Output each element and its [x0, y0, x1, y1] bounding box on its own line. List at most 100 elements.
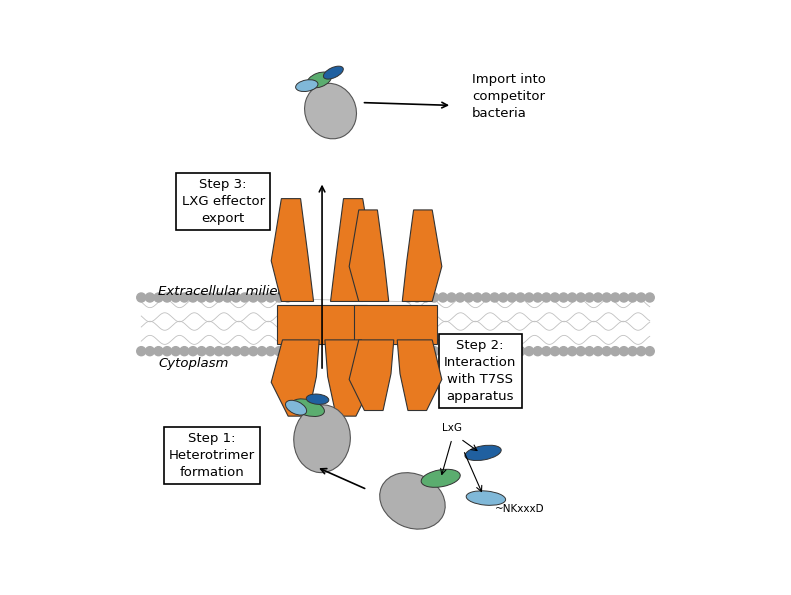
- Circle shape: [473, 293, 482, 302]
- Circle shape: [240, 347, 249, 356]
- Circle shape: [274, 293, 284, 302]
- Ellipse shape: [324, 66, 343, 79]
- Polygon shape: [403, 210, 442, 302]
- Circle shape: [645, 347, 654, 356]
- Circle shape: [137, 293, 146, 302]
- Circle shape: [645, 293, 654, 302]
- Circle shape: [593, 293, 603, 302]
- Circle shape: [232, 347, 240, 356]
- Polygon shape: [349, 210, 388, 302]
- Circle shape: [447, 293, 456, 302]
- Circle shape: [283, 293, 293, 302]
- Ellipse shape: [286, 400, 307, 415]
- Circle shape: [542, 293, 551, 302]
- Circle shape: [507, 293, 517, 302]
- Circle shape: [163, 347, 172, 356]
- Circle shape: [232, 293, 240, 302]
- Polygon shape: [397, 340, 442, 411]
- Circle shape: [154, 347, 163, 356]
- Circle shape: [559, 347, 568, 356]
- Ellipse shape: [465, 445, 501, 461]
- Circle shape: [404, 293, 413, 302]
- Polygon shape: [271, 340, 320, 416]
- Circle shape: [223, 293, 232, 302]
- Circle shape: [171, 347, 180, 356]
- Circle shape: [249, 347, 258, 356]
- Circle shape: [490, 347, 499, 356]
- Circle shape: [447, 347, 456, 356]
- Circle shape: [456, 293, 464, 302]
- Ellipse shape: [380, 472, 445, 529]
- Circle shape: [577, 347, 585, 356]
- Circle shape: [214, 347, 223, 356]
- Circle shape: [180, 293, 189, 302]
- Text: ~NKxxxD: ~NKxxxD: [494, 505, 544, 514]
- Circle shape: [146, 347, 154, 356]
- Polygon shape: [325, 340, 373, 416]
- Text: Step 1:
Heterotrimer
formation: Step 1: Heterotrimer formation: [168, 432, 255, 479]
- Polygon shape: [349, 340, 394, 411]
- Circle shape: [490, 293, 499, 302]
- Circle shape: [602, 347, 611, 356]
- Circle shape: [274, 347, 284, 356]
- Circle shape: [146, 293, 154, 302]
- Ellipse shape: [466, 491, 505, 505]
- Text: Cytoplasm: Cytoplasm: [158, 357, 229, 370]
- Circle shape: [637, 293, 645, 302]
- Circle shape: [438, 347, 448, 356]
- Circle shape: [197, 347, 206, 356]
- Circle shape: [619, 347, 628, 356]
- Ellipse shape: [307, 72, 331, 88]
- Circle shape: [163, 293, 172, 302]
- Circle shape: [413, 347, 422, 356]
- Circle shape: [214, 293, 223, 302]
- Polygon shape: [271, 199, 313, 302]
- Circle shape: [498, 347, 508, 356]
- Circle shape: [482, 347, 490, 356]
- Circle shape: [137, 347, 146, 356]
- Ellipse shape: [296, 80, 318, 92]
- Circle shape: [585, 347, 594, 356]
- Circle shape: [533, 293, 542, 302]
- Circle shape: [154, 293, 163, 302]
- Text: LxG: LxG: [442, 423, 462, 433]
- Circle shape: [206, 347, 214, 356]
- Ellipse shape: [293, 405, 350, 472]
- Circle shape: [421, 347, 430, 356]
- Circle shape: [593, 347, 603, 356]
- Circle shape: [637, 347, 645, 356]
- Circle shape: [249, 293, 258, 302]
- Circle shape: [456, 347, 464, 356]
- Circle shape: [551, 293, 559, 302]
- Circle shape: [171, 293, 180, 302]
- Polygon shape: [331, 199, 373, 302]
- Circle shape: [257, 293, 267, 302]
- Bar: [354, 305, 437, 344]
- Text: Extracellular milieu: Extracellular milieu: [158, 284, 286, 298]
- Circle shape: [568, 347, 577, 356]
- Ellipse shape: [306, 394, 329, 405]
- Circle shape: [611, 347, 620, 356]
- Bar: [277, 305, 367, 344]
- Text: Step 2:
Interaction
with T7SS
apparatus: Step 2: Interaction with T7SS apparatus: [444, 339, 517, 403]
- Circle shape: [559, 293, 568, 302]
- Circle shape: [577, 293, 585, 302]
- Circle shape: [464, 293, 473, 302]
- Circle shape: [482, 293, 490, 302]
- Circle shape: [180, 347, 189, 356]
- Circle shape: [197, 293, 206, 302]
- Circle shape: [542, 347, 551, 356]
- Circle shape: [473, 347, 482, 356]
- Circle shape: [223, 347, 232, 356]
- Circle shape: [404, 347, 413, 356]
- Circle shape: [266, 293, 275, 302]
- Circle shape: [611, 293, 620, 302]
- Circle shape: [438, 293, 448, 302]
- Circle shape: [516, 347, 525, 356]
- Circle shape: [430, 293, 439, 302]
- Circle shape: [464, 347, 473, 356]
- Circle shape: [421, 293, 430, 302]
- Text: Step 3:
LXG effector
export: Step 3: LXG effector export: [182, 178, 265, 225]
- Ellipse shape: [421, 469, 460, 487]
- Circle shape: [507, 347, 517, 356]
